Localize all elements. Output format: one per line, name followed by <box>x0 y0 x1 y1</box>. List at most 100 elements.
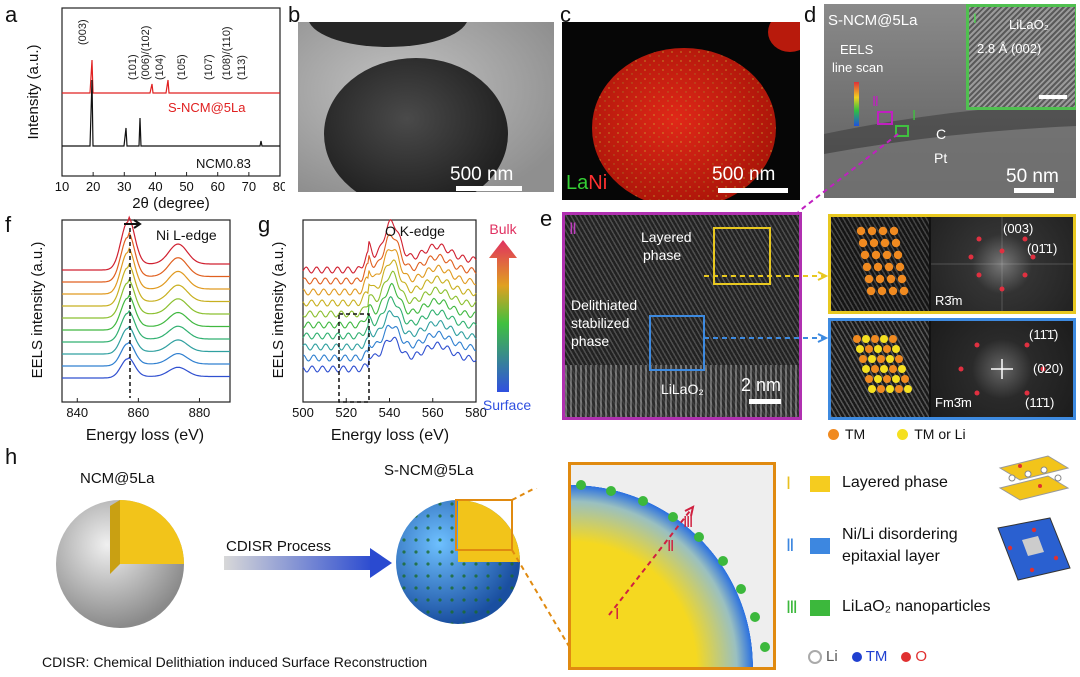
tm-li-atom <box>874 375 882 383</box>
e-roman: Ⅱ <box>569 221 577 238</box>
d-inset-roman: Ⅰ <box>973 11 977 26</box>
tm-li-atom <box>889 335 897 343</box>
tm-atom <box>856 226 866 236</box>
d-sample: S-NCM@5La <box>828 12 918 29</box>
tm-atom <box>888 286 898 296</box>
o-spectrum-3 <box>302 249 477 296</box>
d-inset-title: LiLaO₂ <box>1009 17 1049 32</box>
legend-text-3: LiLaO₂ nanoparticles <box>842 598 991 615</box>
tm-li-atom <box>901 375 909 383</box>
tm-li-atom <box>886 385 894 393</box>
tm-li-atom <box>877 385 885 393</box>
tick-label: 70 <box>242 179 256 194</box>
o-spectrum-9 <box>302 324 477 362</box>
d-inset-spacing: 2.8 Å (002) <box>977 41 1042 56</box>
peak-104: (104) <box>154 54 166 80</box>
panel-label-b: b <box>288 2 301 27</box>
panel-label-a: a <box>5 2 18 27</box>
h-process: CDISR Process <box>226 538 332 555</box>
tm-li-atom <box>880 335 888 343</box>
tm-li-atom <box>880 365 888 373</box>
fft-top-r3m: R3̄m <box>935 293 963 308</box>
e-atoms-bottom <box>831 321 929 417</box>
e-zoom-top: (003) (01̄1) R3̄m <box>828 214 1076 314</box>
e-atoms-top <box>831 217 929 311</box>
tm-li-atom <box>886 355 894 363</box>
e-delith-1: Delithiated <box>571 297 638 313</box>
tm-atom <box>882 250 892 260</box>
h-footnote: CDISR: Chemical Delithiation induced Sur… <box>42 654 428 670</box>
tick-label: 20 <box>86 179 100 194</box>
ni-spectrum-1 <box>62 215 230 271</box>
scalebar-b-text: 500 nm <box>450 164 514 185</box>
ni-eels-chart: 840 860 880 Ni L-edge EELS intensity (a.u.… <box>29 215 231 444</box>
tick-label: 880 <box>189 405 211 420</box>
tm-li-atom <box>859 355 867 363</box>
atom-legend: Li TM O <box>808 648 927 665</box>
d-c-label: C <box>936 126 947 142</box>
tm-li-atom <box>895 385 903 393</box>
panel-label-e: e <box>540 206 553 231</box>
tm-li-atom <box>862 335 870 343</box>
tm-li-atom <box>874 345 882 353</box>
panel-label-h: h <box>5 444 18 469</box>
xrd-chart: 10 20 30 40 50 60 70 80 (003) (101) (006)/(102)… <box>25 7 285 212</box>
legend-ncm: NCM0.83 <box>196 156 251 171</box>
legend-tm: TM <box>845 426 866 442</box>
tick-label: 520 <box>335 405 357 420</box>
scalebar-c-text: 500 nm <box>712 164 776 185</box>
e-connectors <box>704 271 829 343</box>
tm-atom <box>867 226 877 236</box>
fft-bot-111a: (11̄1̄) <box>1029 327 1059 342</box>
f-shift-arrow <box>124 219 142 229</box>
xrd-line-ncm <box>62 79 280 147</box>
e-layered-1: Layered <box>641 229 692 245</box>
tm-li-atom <box>895 355 903 363</box>
g-xlabel: Energy loss (eV) <box>331 427 449 444</box>
scalebar-d-text: 50 nm <box>1006 166 1059 187</box>
e-fft-bottom: (11̄1̄) (020) (11̄1) Fm3̄m <box>931 321 1073 417</box>
tick-label: 50 <box>179 179 193 194</box>
h-right-title: S-NCM@5La <box>384 462 474 479</box>
ni-spectrum-9 <box>62 341 230 367</box>
tm-li-atom <box>853 335 861 343</box>
tick-label: 40 <box>148 179 162 194</box>
xrd-ylabel: Intensity (a.u.) <box>25 44 42 139</box>
xrd-xlabel: 2θ (degree) <box>132 195 210 212</box>
tm-atom <box>869 238 879 248</box>
tm-li-atom <box>904 385 912 393</box>
peak-003: (003) <box>77 19 89 45</box>
tick-label: 60 <box>210 179 224 194</box>
tm-atom <box>877 286 887 296</box>
h-schematic <box>56 488 571 648</box>
tm-li-atom <box>883 345 891 353</box>
atom-tm: TM <box>865 648 888 665</box>
o-spectrum-4 <box>302 259 477 307</box>
f-title: Ni L-edge <box>156 227 217 243</box>
fft-top-011: (01̄1) <box>1027 241 1058 256</box>
o-atom-icon <box>901 651 912 662</box>
fft-bot-111b: (11̄1) <box>1025 395 1055 410</box>
d-roman-2: Ⅱ <box>872 95 879 110</box>
tick-label: 580 <box>465 405 487 420</box>
tm-li-atom <box>898 365 906 373</box>
legend-roman-3: Ⅲ <box>786 598 798 617</box>
colorbar-top: Bulk <box>489 221 517 237</box>
tm-li-atom <box>892 345 900 353</box>
tm-atom <box>860 250 870 260</box>
d-linescan: line scan <box>832 60 884 75</box>
ni-spectra <box>62 215 230 379</box>
panel-label-f: f <box>5 212 12 237</box>
h-zoom-2: Ⅱ <box>667 539 675 555</box>
f-x-ticks: 840 860 880 <box>66 398 210 420</box>
g-ylabel: EELS intensity (a.u.) <box>270 242 287 379</box>
e-yellow-box <box>713 227 771 285</box>
tm-atom <box>886 274 896 284</box>
o-eels-chart: 500 520 540 560 580 O K-edge EELS intensity … <box>270 218 531 444</box>
tm-atom-icon <box>851 651 862 662</box>
tm-li-atom <box>856 345 864 353</box>
tick-label: 500 <box>292 405 314 420</box>
fft-bot-020: (020) <box>1033 361 1064 376</box>
d-to-e-connector <box>797 133 899 213</box>
tm-atom <box>893 250 903 260</box>
